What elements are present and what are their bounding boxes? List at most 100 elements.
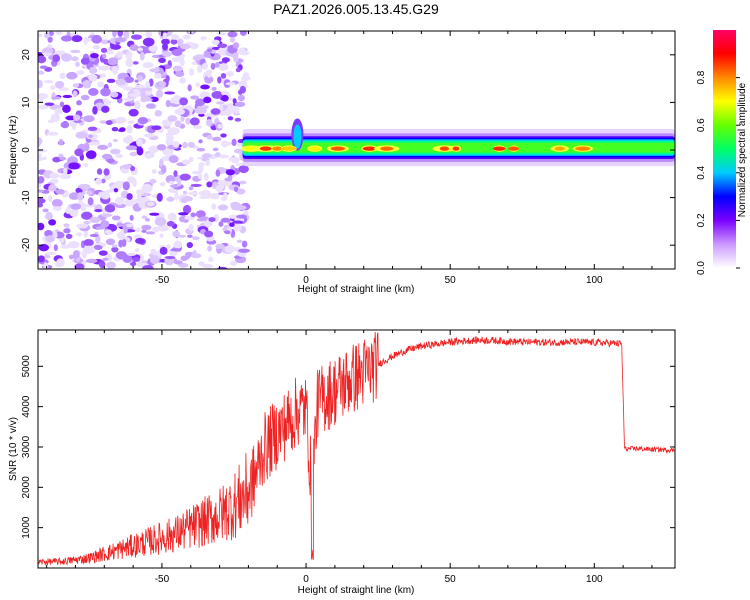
spectrogram-noise-blob bbox=[129, 214, 134, 221]
spectrogram-noise-blob bbox=[166, 31, 173, 37]
spectrogram-noise-blob bbox=[117, 31, 124, 37]
spectrogram-noise-blob bbox=[96, 81, 105, 88]
colorbar: 0.0 0.2 0.4 0.6 0.8 Normalized spectral ampl… bbox=[696, 30, 748, 275]
snr-y-tick-label: 5000 bbox=[21, 355, 32, 378]
spectrogram-noise-blob bbox=[104, 229, 112, 235]
spectrogram-noise-blob bbox=[197, 64, 203, 73]
spectrogram-noise-blob bbox=[177, 38, 184, 47]
spectrogram-noise-blob bbox=[234, 117, 242, 122]
spectrogram-noise-blob bbox=[114, 37, 127, 43]
spectrogram-noise-blob bbox=[159, 233, 164, 238]
spectrogram-noise-blob bbox=[115, 153, 123, 159]
spectrogram-noise-blob bbox=[173, 240, 183, 250]
spectrogram-noise-blob bbox=[72, 83, 80, 88]
spectrogram-noise-blob bbox=[182, 34, 191, 40]
spectrogram-noise-blob bbox=[236, 239, 243, 244]
spectrogram-noise-blob bbox=[187, 84, 192, 92]
spectrogram-noise-blob bbox=[191, 61, 198, 65]
spectrogram-noise-blob bbox=[166, 196, 175, 202]
spectrogram-noise-blob bbox=[115, 78, 127, 86]
spectrogram-noise-blob bbox=[83, 239, 94, 247]
spectrogram-noise-blob bbox=[151, 125, 162, 130]
spectrogram-noise-blob bbox=[55, 188, 65, 195]
spectrogram-y-tick-label: -10 bbox=[21, 190, 32, 205]
spectrogram-hotspot bbox=[492, 146, 506, 151]
spectrogram-noise-blob bbox=[156, 144, 167, 151]
spectrogram-noise-blob bbox=[70, 49, 81, 54]
spectrogram-noise-blob bbox=[52, 206, 63, 211]
spectrogram-noise-blob bbox=[151, 169, 157, 174]
spectrogram-noise-blob bbox=[136, 146, 144, 156]
spectrogram-noise-blob bbox=[71, 35, 83, 43]
spectrogram-noise-blob bbox=[220, 72, 227, 79]
spectrogram-noise-blob bbox=[211, 86, 217, 91]
spectrogram-noise-blob bbox=[183, 196, 193, 202]
spectrogram-noise-blob bbox=[104, 204, 116, 213]
spectrogram-noise-blob bbox=[59, 138, 64, 146]
spectrogram-noise-blob bbox=[69, 210, 77, 217]
spectrogram-noise-blob bbox=[137, 117, 149, 125]
spectrogram-noise-blob bbox=[101, 178, 106, 184]
spectrogram-noise-blob bbox=[238, 165, 249, 174]
spectrogram-noise-blob bbox=[75, 131, 88, 139]
spectrogram-noise-blob bbox=[231, 138, 237, 147]
spectrogram-noise-blob bbox=[44, 102, 55, 106]
spectrogram-noise-blob bbox=[38, 79, 43, 89]
spectrogram-noise-blob bbox=[149, 212, 160, 216]
spectrogram-noise-blob bbox=[98, 73, 107, 78]
spectrogram-noise-blob bbox=[242, 72, 250, 79]
spectrogram-noise-blob bbox=[55, 31, 63, 36]
spectrogram-noise-blob bbox=[101, 153, 113, 160]
spectrogram-noise-blob bbox=[60, 121, 70, 129]
spectrogram-noise-blob bbox=[139, 51, 145, 61]
spectrogram-noise-blob bbox=[185, 117, 192, 125]
spectrogram-hotspot bbox=[554, 146, 565, 151]
spectrogram-noise-blob bbox=[97, 144, 109, 150]
spectrogram-noise-blob bbox=[186, 241, 194, 249]
spectrogram-noise-blob bbox=[188, 156, 194, 163]
colorbar-tick-label: 0.4 bbox=[696, 165, 707, 179]
spectrogram-noise-blob bbox=[38, 32, 43, 38]
spectrogram-hotspot bbox=[362, 146, 377, 151]
spectrogram-noise-blob bbox=[179, 58, 185, 66]
spectrogram-noise-blob bbox=[76, 232, 83, 237]
spectrogram-noise-blob bbox=[140, 87, 153, 91]
spectrogram-noise-blob bbox=[38, 202, 44, 208]
spectrogram-noise-blob bbox=[124, 76, 135, 83]
spectrogram-noise-blob bbox=[158, 57, 166, 63]
spectrogram-noise-blob bbox=[137, 47, 144, 52]
spectrogram-noise-blob bbox=[62, 104, 71, 113]
spectrogram-noise-blob bbox=[81, 211, 93, 220]
spectrogram-noise-blob bbox=[87, 197, 94, 206]
spectrogram-noise-blob bbox=[228, 214, 239, 219]
spectrogram-noise-blob bbox=[196, 147, 206, 152]
spectrogram-noise-blob bbox=[50, 113, 60, 123]
spectrogram-noise-blob bbox=[56, 258, 65, 268]
spectrogram-noise-blob bbox=[38, 156, 44, 162]
spectrogram-noise-blob bbox=[44, 32, 50, 39]
spectrogram-noise-blob bbox=[201, 153, 212, 159]
spectrogram-noise-blob bbox=[76, 223, 89, 229]
spectrogram-noise-blob bbox=[164, 255, 176, 259]
spectrogram-noise-blob bbox=[38, 255, 45, 263]
spectrogram-noise-blob bbox=[156, 192, 163, 202]
spectrogram-noise-blob bbox=[225, 82, 236, 86]
spectrogram-y-tick-label: 0 bbox=[21, 147, 32, 153]
snr-y-tick-label: 2000 bbox=[21, 476, 32, 499]
spectrogram-noise-blob bbox=[74, 148, 84, 157]
spectrogram-noise-blob bbox=[90, 53, 99, 59]
spectrogram-y-label: Frequency (Hz) bbox=[8, 116, 19, 185]
spectrogram-noise-blob bbox=[126, 124, 133, 134]
spectrogram-noise-blob bbox=[63, 167, 68, 175]
spectrogram-noise-blob bbox=[215, 184, 223, 193]
spectrogram-noise-blob bbox=[63, 228, 71, 234]
spectrogram-noise-blob bbox=[149, 178, 157, 184]
spectrogram-noise-blob bbox=[217, 179, 228, 186]
colorbar-label: Normalized spectral amplitude bbox=[737, 82, 748, 217]
spectrogram-x-label: Height of straight line (km) bbox=[298, 284, 415, 295]
spectrogram-noise-blob bbox=[225, 169, 236, 176]
spectrogram-noise-blob bbox=[126, 252, 137, 256]
spectrogram-noise-blob bbox=[162, 147, 174, 156]
snr-y-label: SNR (10 * v/v) bbox=[8, 417, 19, 481]
